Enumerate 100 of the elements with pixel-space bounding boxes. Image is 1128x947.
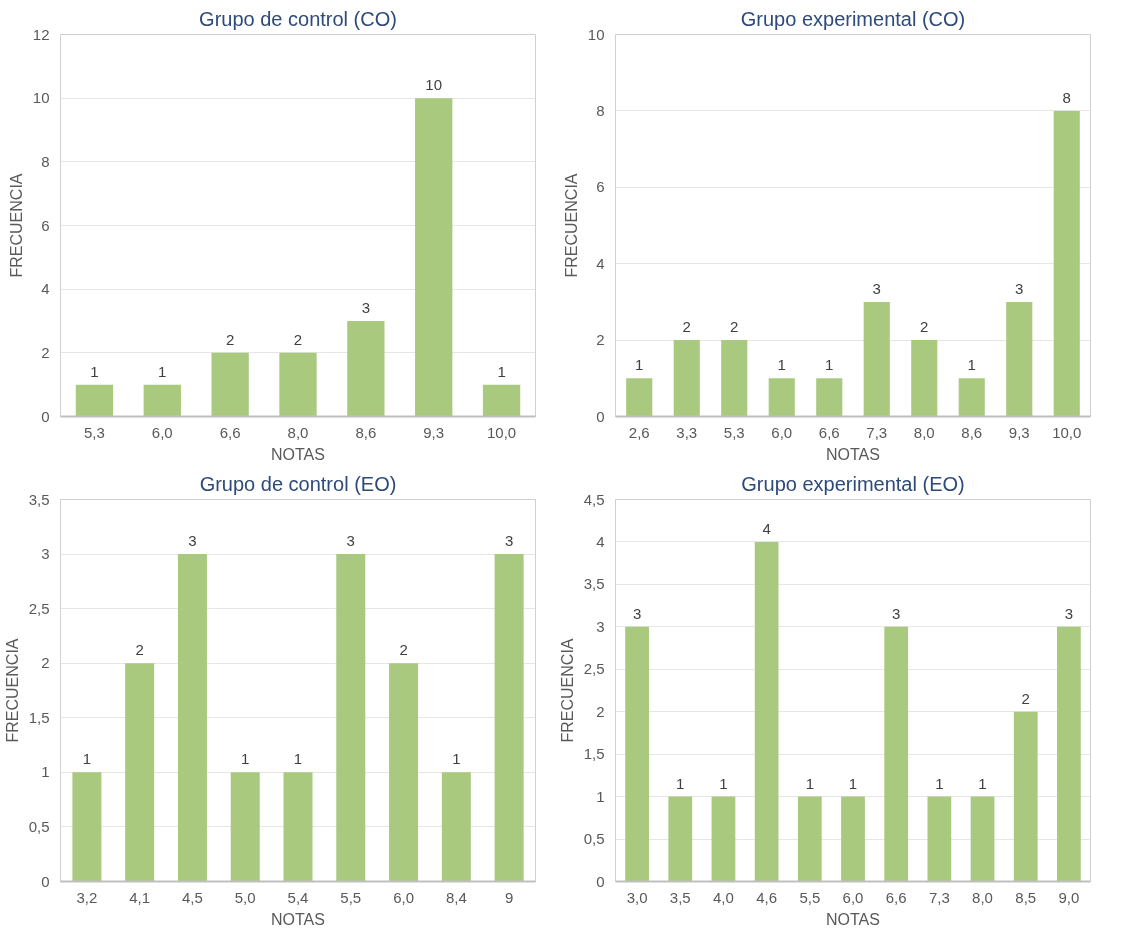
y-tick-label: 1,5 [583,745,605,763]
x-tick-label: 7,3 [928,888,950,906]
x-tick-label: 4,6 [756,888,778,906]
x-tick-label: 9,0 [1058,888,1080,906]
chart-title: Grupo experimental (EO) [741,472,965,495]
x-tick-label: 2,6 [628,423,650,441]
x-tick-label: 8,0 [287,423,309,441]
chart-title: Grupo de control (EO) [199,472,397,495]
data-label: 1 [293,750,303,768]
y-tick-label: 1 [596,787,605,805]
x-tick-label: 8,0 [972,888,993,906]
y-tick-label: 1,5 [28,708,50,726]
data-label: 1 [676,774,685,792]
data-label: 3 [504,532,514,550]
y-tick-label: 8 [596,101,605,119]
x-tick-label: 8,4 [445,888,467,906]
x-tick-label: 6,0 [842,888,864,906]
x-tick-label: 4,5 [182,888,203,906]
data-label: 1 [158,362,167,380]
y-tick-label: 2,5 [28,599,50,617]
x-tick-label: 8,5 [1015,888,1037,906]
y-axis-title: FRECUENCIA [3,638,21,743]
data-label: 2 [1021,689,1030,707]
x-tick-label: 9,3 [1008,423,1030,441]
y-tick-label: 4 [41,280,50,298]
data-label: 2 [730,318,739,336]
y-tick-label: 12 [32,25,50,43]
y-tick-label: 3 [41,545,50,563]
y-tick-label: 0,5 [583,830,605,848]
x-tick-label: 4,1 [129,888,151,906]
data-label: 1 [978,774,987,792]
x-axis-title: NOTAS [271,445,325,463]
data-label: 3 [1064,604,1074,622]
data-label: 3 [361,299,371,316]
x-tick-label: 4,0 [713,888,734,906]
y-tick-label: 8 [41,152,50,170]
y-tick-label: 0 [596,407,605,425]
y-tick-label: 2,5 [583,660,605,678]
y-tick-label: 4 [596,532,605,550]
x-tick-label: 3,5 [669,888,691,906]
y-tick-label: 4,5 [583,490,605,508]
x-tick-label: 9 [504,888,514,906]
data-label: 2 [682,318,691,336]
y-tick-label: 6 [41,216,50,234]
data-label: 3 [892,604,901,622]
x-tick-label: 5,3 [84,423,105,441]
x-tick-label: 10,0 [1052,423,1082,441]
data-label: 1 [967,356,976,374]
x-tick-label: 6,0 [771,423,793,441]
x-tick-label: 9,3 [423,423,445,441]
x-tick-label: 6,6 [818,423,840,441]
y-tick-label: 2 [596,702,605,720]
y-tick-label: 10 [587,25,605,43]
y-tick-label: 0 [41,407,50,425]
data-label: 1 [241,750,250,768]
y-tick-label: 2 [41,654,50,672]
data-label: 3 [1015,279,1024,297]
data-label: 1 [848,774,858,792]
data-label: 10 [425,76,443,94]
data-label: 1 [82,750,92,768]
chart-title: Grupo de control (CO) [199,7,397,30]
x-tick-label: 6,6 [219,423,241,441]
x-tick-label: 5,3 [723,423,745,441]
y-axis-title: FRECUENCIA [562,173,580,278]
y-tick-label: 3,5 [28,490,50,508]
x-axis-title: NOTAS [826,910,880,928]
x-axis-title: NOTAS [271,910,325,928]
data-label: 1 [805,774,814,792]
data-label: 2 [225,330,235,348]
data-label: 2 [399,641,408,659]
x-tick-label: 8,6 [355,423,377,441]
data-label: 3 [188,532,197,550]
data-label: 4 [762,519,771,537]
x-tick-label: 10,0 [486,423,517,441]
data-label: 1 [497,362,506,380]
data-label: 3 [872,279,881,297]
data-label: 8 [1062,88,1071,106]
y-axis-title: FRECUENCIA [558,638,576,743]
data-label: 3 [632,604,642,622]
x-tick-label: 3,2 [76,888,98,906]
data-label: 1 [719,774,728,792]
data-label: 1 [452,750,461,768]
data-label: 2 [135,641,144,659]
x-tick-label: 8,0 [913,423,935,441]
y-tick-label: 2 [41,343,50,361]
data-label: 3 [346,532,355,550]
y-axis-title: FRECUENCIA [7,173,25,278]
y-tick-label: 10 [32,89,50,107]
data-label: 1 [825,356,834,374]
x-tick-label: 7,3 [866,423,888,441]
x-tick-label: 3,0 [626,888,648,906]
x-tick-label: 6,0 [393,888,414,906]
x-axis-title: NOTAS [826,445,880,463]
chart-title: Grupo experimental (CO) [740,7,966,30]
y-tick-label: 2 [596,331,605,349]
data-label: 1 [90,362,99,380]
x-tick-label: 3,3 [676,423,698,441]
x-tick-label: 5,5 [340,888,362,906]
y-tick-label: 3,5 [583,575,605,593]
y-tick-label: 0 [596,872,605,890]
